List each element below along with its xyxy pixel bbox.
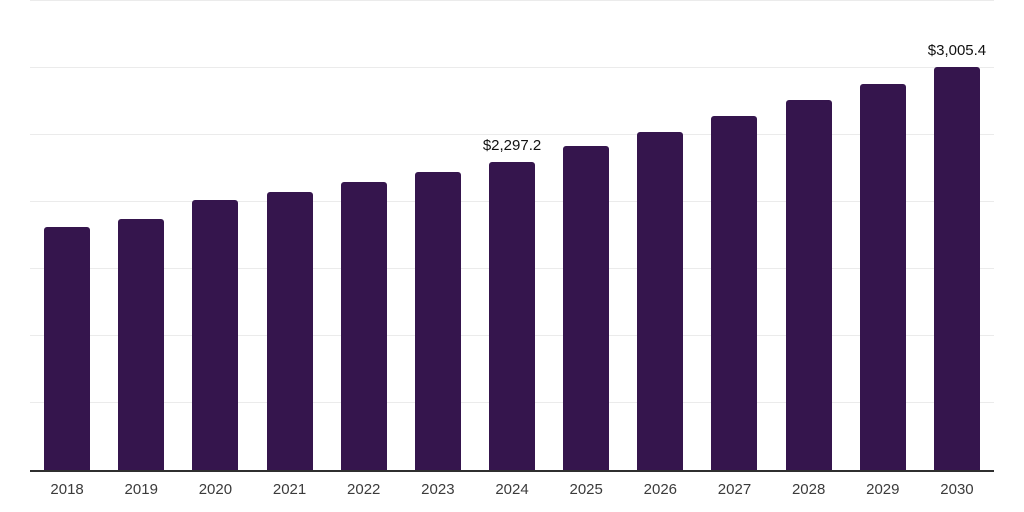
bar-slot-2019 [104, 1, 178, 470]
x-tick-label-2023: 2023 [421, 481, 455, 498]
bar-slot-2018 [30, 1, 104, 470]
bar-slot-2026 [623, 1, 697, 470]
bar-slot-2020 [178, 1, 252, 470]
bar-slot-2024: $2,297.2 [475, 1, 549, 470]
x-tick-label-2030: 2030 [940, 481, 974, 498]
bar-2030 [933, 67, 980, 470]
bar-value-label-2024: $2,297.2 [482, 137, 542, 155]
x-tick-label-2020: 2020 [198, 481, 233, 498]
bar-2024 [489, 162, 536, 470]
x-tick-label-2027: 2027 [717, 481, 752, 498]
gridline-3000 [30, 67, 994, 68]
bar-2022 [340, 182, 387, 470]
x-axis: 2018 2019 2020 2021 2022 2023 2024 2025 2026 2027… [30, 481, 994, 499]
bar-2027 [711, 115, 758, 470]
bar-slot-2028 [772, 1, 846, 470]
bar-2018 [44, 226, 91, 470]
x-tick-label-2024: 2024 [495, 481, 529, 498]
bar-2021 [266, 191, 313, 470]
x-tick-label-2026: 2026 [643, 481, 678, 498]
bar-slot-2023 [401, 1, 475, 470]
x-tick-label-2029: 2029 [866, 481, 900, 498]
bar-slot-2022 [327, 1, 401, 470]
x-tick-label-2022: 2022 [347, 481, 381, 498]
gridline-2500 [30, 134, 994, 135]
bars-group: $2,297.2 $3,005.4 [30, 1, 994, 470]
bar-2020 [192, 200, 239, 470]
x-tick-label-2021: 2021 [272, 481, 307, 498]
x-tick-label-2019: 2019 [124, 481, 158, 498]
bar-slot-2030: $3,005.4 [920, 1, 994, 470]
bar-slot-2027 [697, 1, 771, 470]
bar-2029 [859, 83, 906, 470]
bar-value-label-2030: $3,005.4 [927, 42, 987, 60]
bar-2023 [414, 171, 461, 470]
x-tick-label-2028: 2028 [791, 481, 826, 498]
x-tick-label-2025: 2025 [569, 481, 603, 498]
bar-slot-2029 [846, 1, 920, 470]
bar-2026 [637, 131, 684, 470]
bar-2025 [563, 146, 610, 470]
bar-2028 [785, 99, 832, 470]
plot-area: $2,297.2 $3,005.4 [30, 0, 994, 472]
x-tick-label-2018: 2018 [50, 481, 84, 498]
gridline-3500 [30, 0, 994, 1]
bar-2019 [118, 219, 165, 470]
bar-slot-2025 [549, 1, 623, 470]
bar-slot-2021 [252, 1, 326, 470]
